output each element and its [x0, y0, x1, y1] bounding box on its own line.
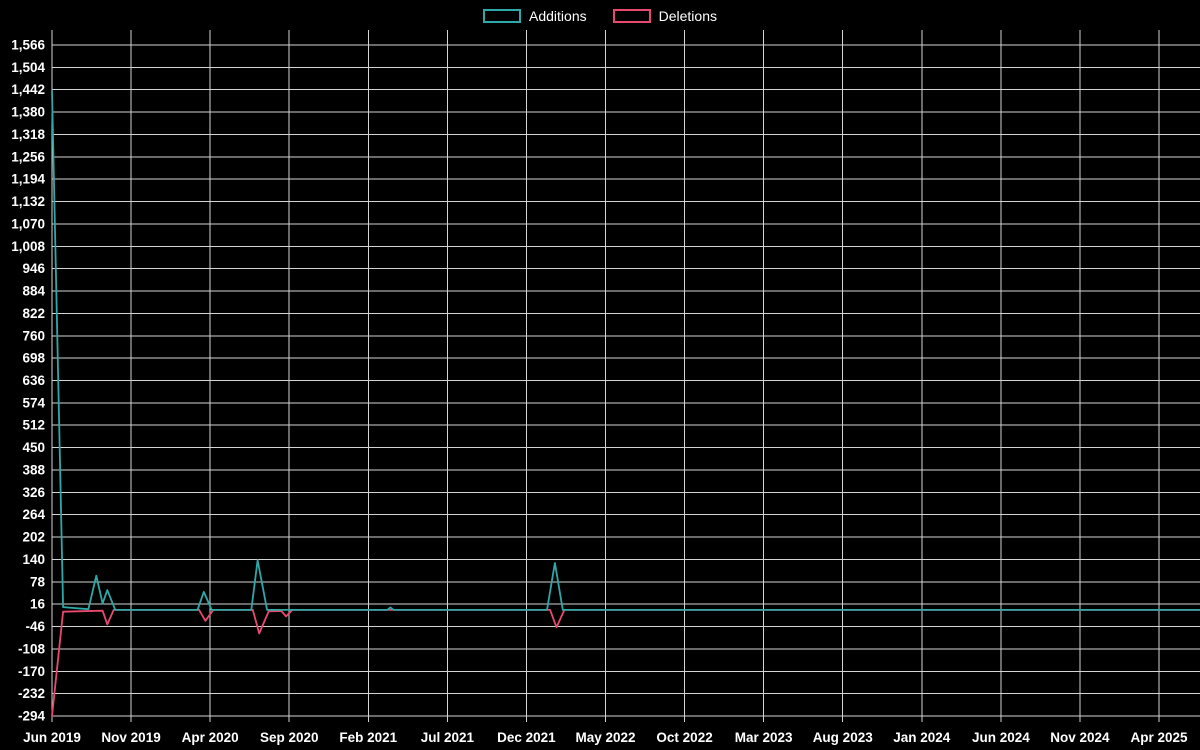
deletions-legend-label: Deletions	[658, 8, 717, 24]
x-axis-tick-label: Jan 2024	[893, 730, 951, 745]
y-axis-tick-label: 16	[30, 597, 46, 612]
y-axis-tick-label: 78	[30, 574, 46, 589]
y-axis-tick-label: -108	[18, 641, 46, 656]
deletions-line	[51, 609, 1200, 717]
x-axis-tick-label: Feb 2021	[339, 730, 397, 745]
y-axis-tick-label: -170	[18, 664, 45, 679]
y-axis-tick-label: 388	[22, 462, 45, 477]
y-axis-tick-label: 884	[22, 284, 45, 299]
y-axis-tick-label: 326	[22, 485, 45, 500]
y-axis-tick-label: 1,132	[11, 194, 45, 209]
y-axis-tick-label: 1,380	[11, 105, 45, 120]
legend-item-deletions[interactable]: Deletions	[612, 8, 717, 24]
y-axis-tick-label: 1,442	[11, 82, 45, 97]
x-axis-tick-label: Nov 2019	[101, 730, 160, 745]
y-axis-tick-label: 1,070	[11, 216, 45, 231]
y-axis-tick-label: 140	[22, 552, 45, 567]
x-axis-tick-label: May 2022	[575, 730, 635, 745]
y-axis-tick-label: 450	[22, 440, 45, 455]
y-axis-tick-label: -294	[18, 709, 46, 724]
y-axis-tick-label: 636	[22, 373, 45, 388]
x-axis-tick-label: Apr 2025	[1130, 730, 1188, 745]
y-axis-tick-label: 1,566	[11, 38, 45, 53]
y-axis-tick-label: -232	[18, 686, 45, 701]
x-axis-tick-label: Jun 2019	[23, 730, 81, 745]
x-axis-tick-label: Oct 2022	[656, 730, 712, 745]
y-axis-tick-label: 1,194	[11, 172, 45, 187]
y-axis-tick-label: 1,504	[11, 60, 45, 75]
x-axis-tick-label: Nov 2024	[1050, 730, 1110, 745]
y-axis-tick-label: 202	[22, 530, 45, 545]
y-axis-tick-label: 1,256	[11, 149, 45, 164]
x-axis-tick-label: Sep 2020	[260, 730, 319, 745]
x-axis-tick-label: Aug 2023	[813, 730, 874, 745]
y-axis-tick-label: 760	[22, 328, 45, 343]
chart-legend: Additions Deletions	[0, 8, 1200, 24]
y-axis-tick-label: 1,008	[11, 239, 45, 254]
y-axis-tick-label: 264	[22, 507, 45, 522]
additions-swatch-icon	[483, 9, 522, 23]
y-axis-tick-label: 822	[22, 306, 45, 321]
deletions-swatch-icon	[612, 9, 651, 23]
y-axis-tick-label: 946	[22, 261, 45, 276]
additions-legend-label: Additions	[529, 8, 587, 24]
x-axis-tick-label: Mar 2023	[735, 730, 793, 745]
y-axis-tick-label: -46	[25, 619, 45, 634]
y-axis-tick-label: 1,318	[11, 127, 45, 142]
x-axis-tick-label: Apr 2020	[182, 730, 239, 745]
x-axis-tick-label: Dec 2021	[497, 730, 556, 745]
legend-item-additions[interactable]: Additions	[483, 8, 587, 24]
x-axis-tick-label: Jul 2021	[421, 730, 475, 745]
additions-line	[51, 89, 1200, 611]
y-axis-tick-label: 698	[22, 351, 45, 366]
y-axis-tick-label: 574	[22, 395, 45, 410]
x-axis-tick-label: Jun 2024	[972, 730, 1030, 745]
y-axis-tick-label: 512	[22, 418, 45, 433]
